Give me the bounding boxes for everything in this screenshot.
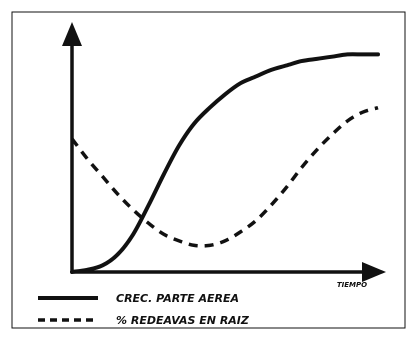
series-line-2 [70,106,379,248]
series-layer [70,52,380,274]
legend-label-1: CREC. PARTE AEREA [116,292,239,305]
x-axis-label: TIEMPO [337,281,367,289]
legend-label-2: % REDEAVAS EN RAIZ [116,314,250,327]
y-axis-arrow-icon [62,22,82,46]
chart-frame [11,11,406,329]
series-line-1 [70,52,380,274]
x-axis-arrow-icon [362,262,386,282]
x-axis: TIEMPO [70,262,386,289]
legend: CREC. PARTE AEREA % REDEAVAS EN RAIZ [38,292,250,327]
y-axis [62,22,82,274]
